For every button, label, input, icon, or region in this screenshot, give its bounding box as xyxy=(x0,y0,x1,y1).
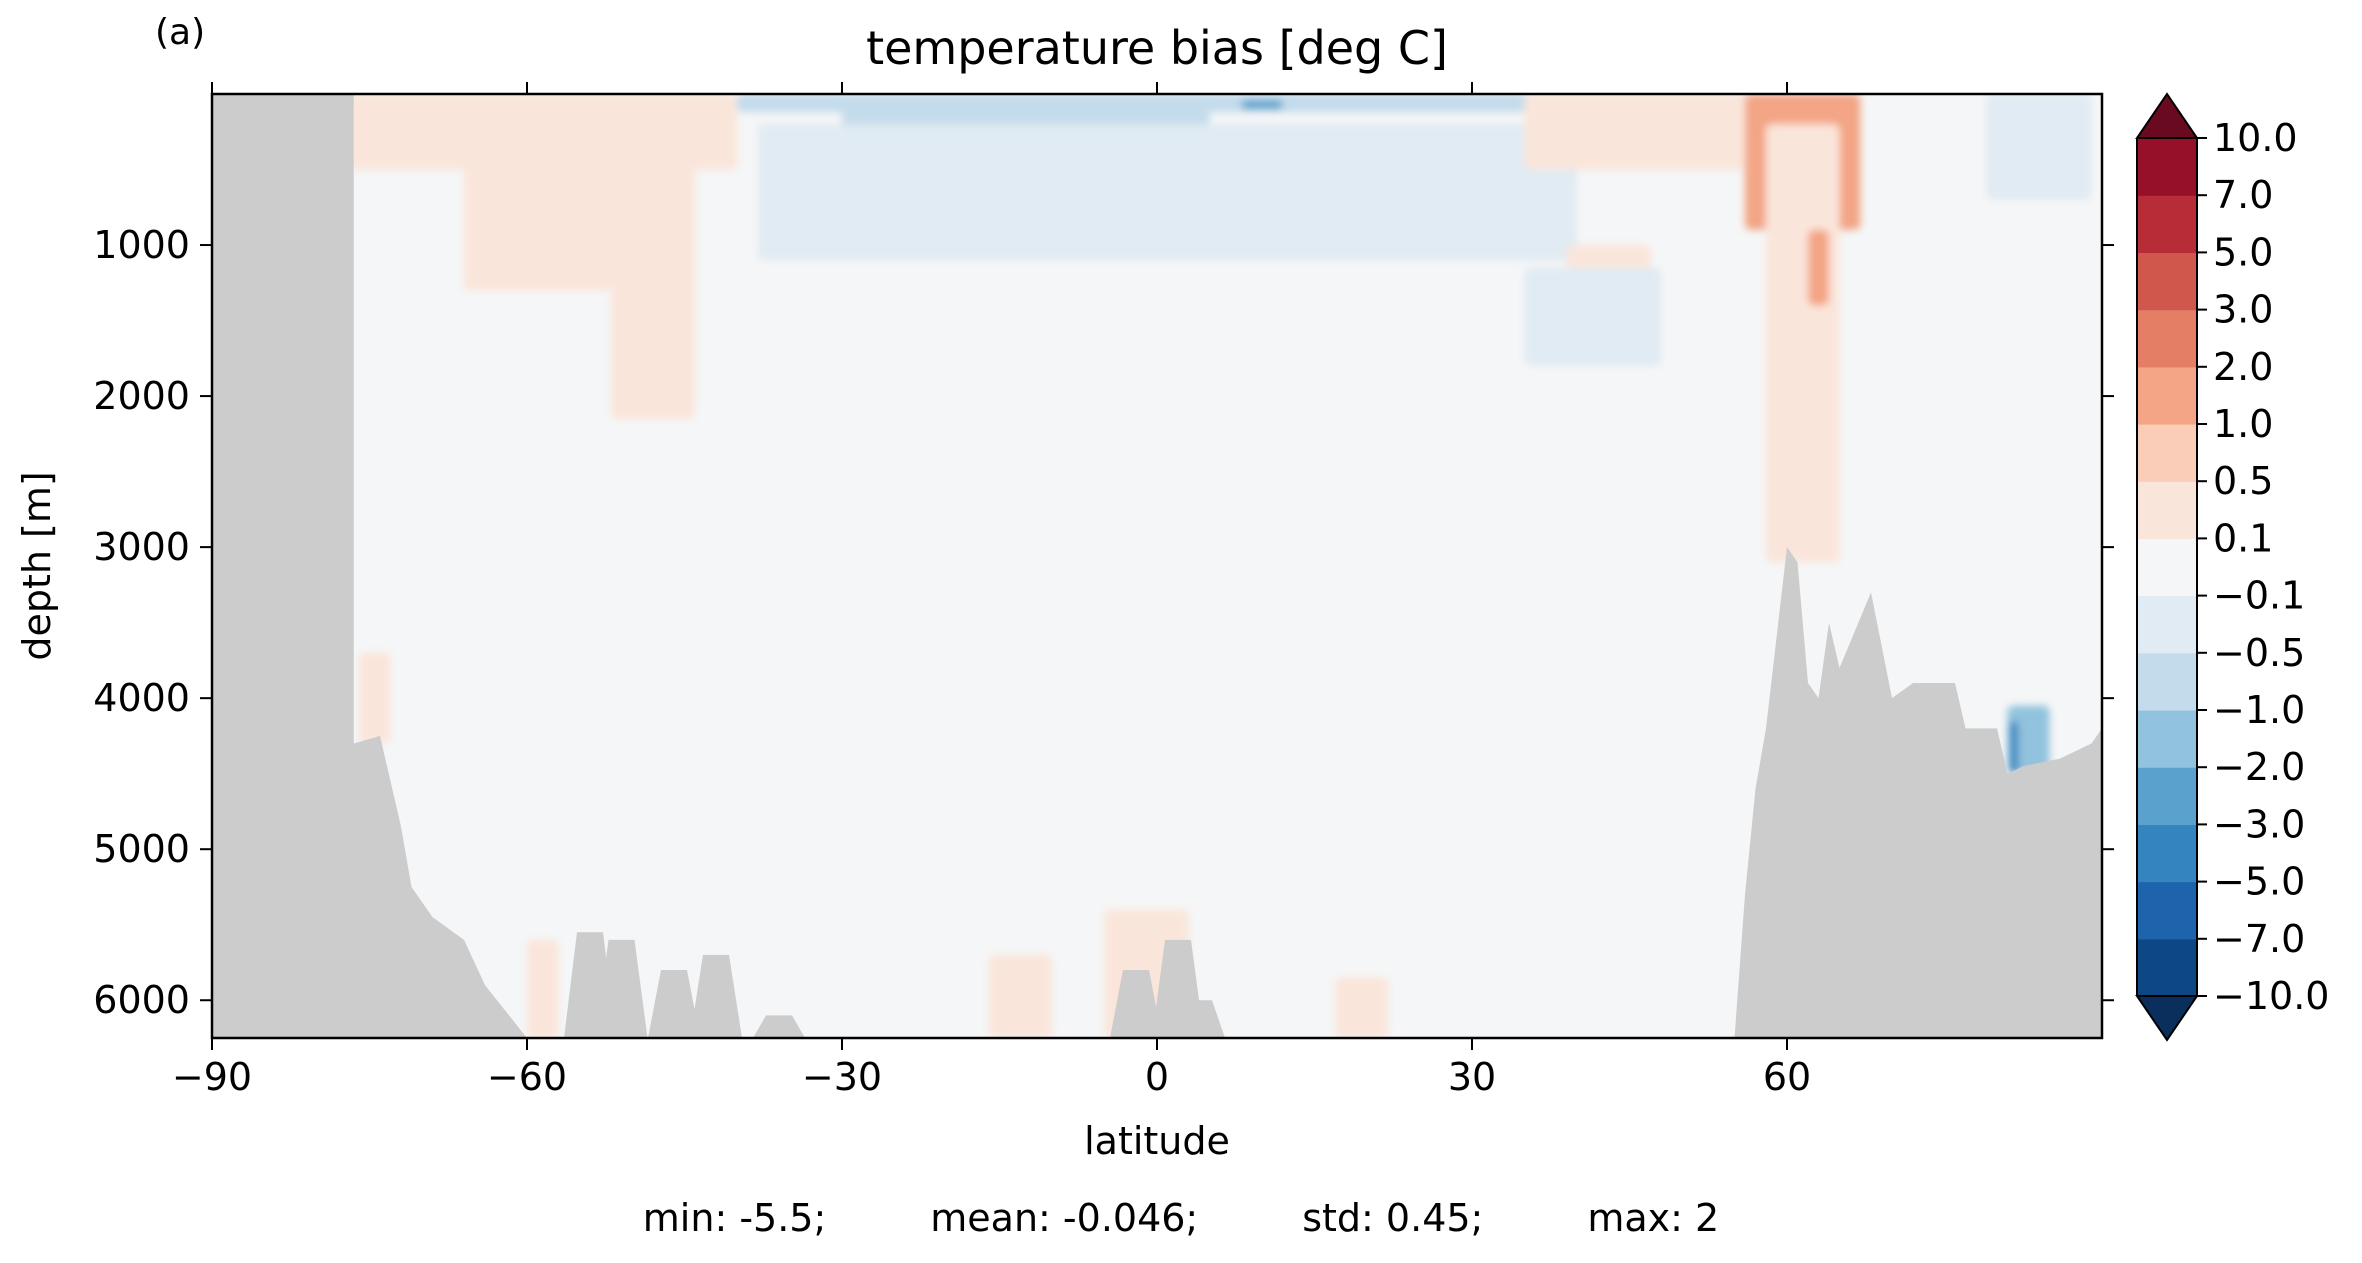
colorbar-tick-label: 3.0 xyxy=(2213,288,2273,332)
panel-label: (a) xyxy=(155,12,205,53)
bias-region xyxy=(2009,720,2018,774)
bias-region xyxy=(758,124,1577,261)
y-tick-label: 3000 xyxy=(93,525,190,569)
colorbar-segment xyxy=(2137,481,2197,539)
bias-region xyxy=(1524,267,1661,366)
land-north xyxy=(1734,547,2102,1038)
seamount xyxy=(1173,1000,1225,1038)
colorbar-segment xyxy=(2137,366,2197,425)
bias-region xyxy=(1766,124,1840,563)
stats-line: min: -5.5; mean: -0.046; std: 0.45; max: 2 xyxy=(0,1196,2362,1240)
bias-region xyxy=(1808,229,1829,306)
colorbar-tick-label: −3.0 xyxy=(2213,802,2305,846)
colorbar-segment xyxy=(2137,195,2197,253)
bias-region xyxy=(1986,94,2092,200)
bias-region xyxy=(1241,100,1283,110)
colorbar-tick-label: −5.0 xyxy=(2213,860,2305,904)
x-axis: −90 −60 −30 0 30 60 xyxy=(172,82,1811,1099)
colorbar-tick-label: 5.0 xyxy=(2213,230,2273,274)
y-tick-label: 2000 xyxy=(93,374,190,418)
colorbar-segment xyxy=(2137,710,2197,768)
colorbar-segment xyxy=(2137,538,2197,597)
x-tick-label: −30 xyxy=(802,1055,882,1099)
seamount xyxy=(595,939,648,1038)
x-tick-label: 60 xyxy=(1763,1055,1811,1099)
colorbar: −10.0 −7.0 −5.0 −3.0 −2.0 −1.0 −0.5 −0.1 0.1 0.5 1… xyxy=(2135,92,2329,1042)
colorbar-tick-label: 1.0 xyxy=(2213,402,2273,446)
bias-region xyxy=(1524,94,1766,170)
colorbar-outline xyxy=(2136,138,2198,996)
stat-min: min: -5.5; xyxy=(642,1196,827,1240)
x-tick-label: −60 xyxy=(487,1055,567,1099)
colorbar-segment xyxy=(2137,595,2197,654)
bias-region xyxy=(464,139,611,291)
y-tick-label: 6000 xyxy=(93,978,190,1022)
bias-region xyxy=(989,954,1052,1038)
y-tick-label: 1000 xyxy=(93,223,190,267)
stat-max: max: 2 xyxy=(1587,1196,1720,1240)
land-mask xyxy=(212,94,2102,1038)
land-south xyxy=(212,94,527,1038)
colorbar-tick-label: −2.0 xyxy=(2213,745,2305,789)
x-tick-label: 0 xyxy=(1145,1055,1169,1099)
y-tick-label: 5000 xyxy=(93,827,190,871)
colorbar-tick-label: −0.5 xyxy=(2213,631,2305,675)
colorbar-tick-label: 10.0 xyxy=(2213,116,2298,160)
bias-region xyxy=(1283,184,1451,246)
colorbar-segment xyxy=(2137,252,2197,311)
bias-region xyxy=(1335,977,1388,1038)
seamount xyxy=(1110,970,1162,1038)
colorbar-tick-label: −0.1 xyxy=(2213,574,2305,618)
colorbar-extend-over xyxy=(2135,92,2199,139)
colorbar-segment xyxy=(2137,881,2197,940)
colorbar-tick-label: −10.0 xyxy=(2213,974,2329,1018)
stat-std: std: 0.45; xyxy=(1302,1196,1484,1240)
colorbar-tick-label: 0.5 xyxy=(2213,459,2273,503)
bias-field xyxy=(327,94,2092,1038)
y-tick-label: 4000 xyxy=(93,676,190,720)
colorbar-segment xyxy=(2137,938,2197,997)
bias-region xyxy=(527,939,559,1038)
plot-area xyxy=(212,94,2102,1038)
colorbar-tick-label: −7.0 xyxy=(2213,917,2305,961)
colorbar-tick-label: 2.0 xyxy=(2213,345,2273,389)
seamount xyxy=(648,970,700,1038)
seamount xyxy=(753,1015,805,1038)
colorbar-extend-under xyxy=(2135,995,2199,1042)
stat-mean: mean: -0.046; xyxy=(930,1196,1199,1240)
colorbar-tick-label: 7.0 xyxy=(2213,173,2273,217)
colorbar-segment xyxy=(2137,767,2197,825)
seamount xyxy=(690,954,742,1038)
bias-region xyxy=(611,139,695,419)
y-axis: 1000 2000 3000 4000 5000 6000 xyxy=(93,223,2114,1022)
colorbar-segment xyxy=(2137,424,2197,482)
colorbar-segment xyxy=(2137,652,2197,711)
colorbar-segment xyxy=(2137,309,2197,368)
x-axis-label: latitude xyxy=(1084,1119,1230,1163)
y-axis-label: depth [m] xyxy=(15,471,59,660)
colorbar-tick-label: 0.1 xyxy=(2213,516,2273,560)
colorbar-tick-label: −1.0 xyxy=(2213,688,2305,732)
colorbar-segment xyxy=(2137,824,2197,883)
chart-title: temperature bias [deg C] xyxy=(866,21,1448,75)
x-tick-label: −90 xyxy=(172,1055,252,1099)
bias-region xyxy=(359,652,391,744)
x-tick-label: 30 xyxy=(1448,1055,1496,1099)
colorbar-segment xyxy=(2137,138,2197,196)
